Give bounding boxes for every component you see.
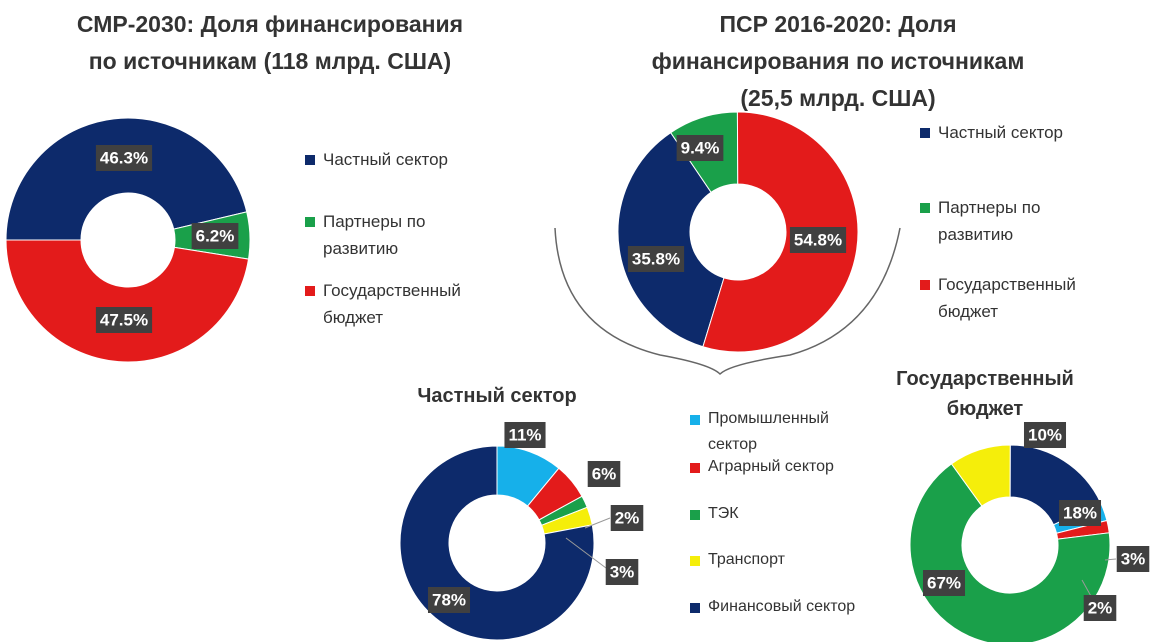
legend-swatch xyxy=(690,556,700,566)
data-label: 18% xyxy=(1063,503,1097,522)
legend-swatch xyxy=(920,280,930,290)
data-label: 2% xyxy=(615,508,640,527)
label-box xyxy=(789,227,847,253)
legend-item: Промышленный сектор xyxy=(690,406,860,457)
label-box xyxy=(1116,546,1150,572)
brace xyxy=(554,227,901,376)
label-box xyxy=(1023,422,1067,448)
legend-label: Государственный бюджет xyxy=(323,281,461,328)
label-box xyxy=(95,307,153,333)
legend-swatch xyxy=(305,217,315,227)
legend-label: ТЭК xyxy=(708,505,739,522)
legend-item: Аграрный сектор xyxy=(690,454,860,480)
chart-title: ПСР 2016-2020: Доля финансирования по ис… xyxy=(651,11,1025,111)
label-box xyxy=(627,246,685,272)
donut-slice xyxy=(909,463,1111,642)
data-label: 6% xyxy=(592,464,617,483)
donut-slice xyxy=(702,111,859,353)
legend-item: Государственный бюджет xyxy=(305,277,490,331)
legend-item: Частный сектор xyxy=(305,146,490,173)
legend-item: ТЭК xyxy=(690,501,860,527)
legend-swatch xyxy=(690,463,700,473)
leader-line xyxy=(565,537,607,569)
data-label: 47.5% xyxy=(100,310,148,329)
legend-swatch xyxy=(920,203,930,213)
donut-slice xyxy=(5,239,250,363)
data-label: 46.3% xyxy=(100,148,148,167)
data-label: 67% xyxy=(927,573,961,592)
label-box xyxy=(922,570,966,596)
legend-swatch xyxy=(690,415,700,425)
data-label: 3% xyxy=(1121,549,1146,568)
label-box xyxy=(95,145,153,171)
label-box xyxy=(1058,500,1102,526)
data-label: 35.8% xyxy=(632,249,680,268)
legend-item: Частный сектор xyxy=(920,119,1105,146)
legend-swatch xyxy=(920,128,930,138)
legend-swatch xyxy=(690,603,700,613)
legend-label: Финансовый сектор xyxy=(708,598,856,615)
data-label: 10% xyxy=(1028,425,1062,444)
data-label: 2% xyxy=(1088,598,1113,617)
legend-label: Государственный бюджет xyxy=(938,275,1076,322)
data-label: 3% xyxy=(610,562,635,581)
data-label: 11% xyxy=(508,425,541,444)
leader-line xyxy=(584,517,611,529)
data-label: 6.2% xyxy=(196,226,235,245)
label-box xyxy=(191,223,239,249)
legend-swatch xyxy=(305,286,315,296)
chart-title: Государственный бюджет xyxy=(896,368,1074,420)
label-box xyxy=(610,505,644,531)
legend-label: Партнеры по развитию xyxy=(938,198,1041,245)
legend-label: Транспорт xyxy=(708,551,785,568)
legend-item: Транспорт xyxy=(690,547,860,573)
donut-slice xyxy=(5,117,248,241)
legend-item: Финансовый сектор xyxy=(690,594,860,620)
legend-item: Партнеры по развитию xyxy=(305,208,490,262)
data-label: 9.4% xyxy=(681,138,720,157)
chart-title: СМР-2030: Доля финансирования по источни… xyxy=(76,11,464,74)
legend-label: Промышленный сектор xyxy=(708,410,829,453)
data-label: 54.8% xyxy=(794,230,842,249)
legend-swatch xyxy=(305,155,315,165)
label-box xyxy=(427,587,471,613)
leader-line xyxy=(1104,558,1117,561)
legend-label: Партнеры по развитию xyxy=(323,212,426,259)
legend-item: Государственный бюджет xyxy=(920,271,1105,325)
label-box xyxy=(676,135,724,161)
legend-label: Частный сектор xyxy=(938,123,1063,142)
label-box xyxy=(587,461,621,487)
legend-swatch xyxy=(690,510,700,520)
legend-label: Частный сектор xyxy=(323,150,448,169)
legend-item: Партнеры по развитию xyxy=(920,194,1105,248)
donut-slice xyxy=(617,131,725,348)
legend-label: Аграрный сектор xyxy=(708,458,834,475)
chart-title: Частный сектор xyxy=(417,385,577,407)
data-label: 78% xyxy=(432,590,466,609)
label-box xyxy=(1083,595,1117,621)
label-box xyxy=(504,422,546,448)
label-box xyxy=(605,559,639,585)
